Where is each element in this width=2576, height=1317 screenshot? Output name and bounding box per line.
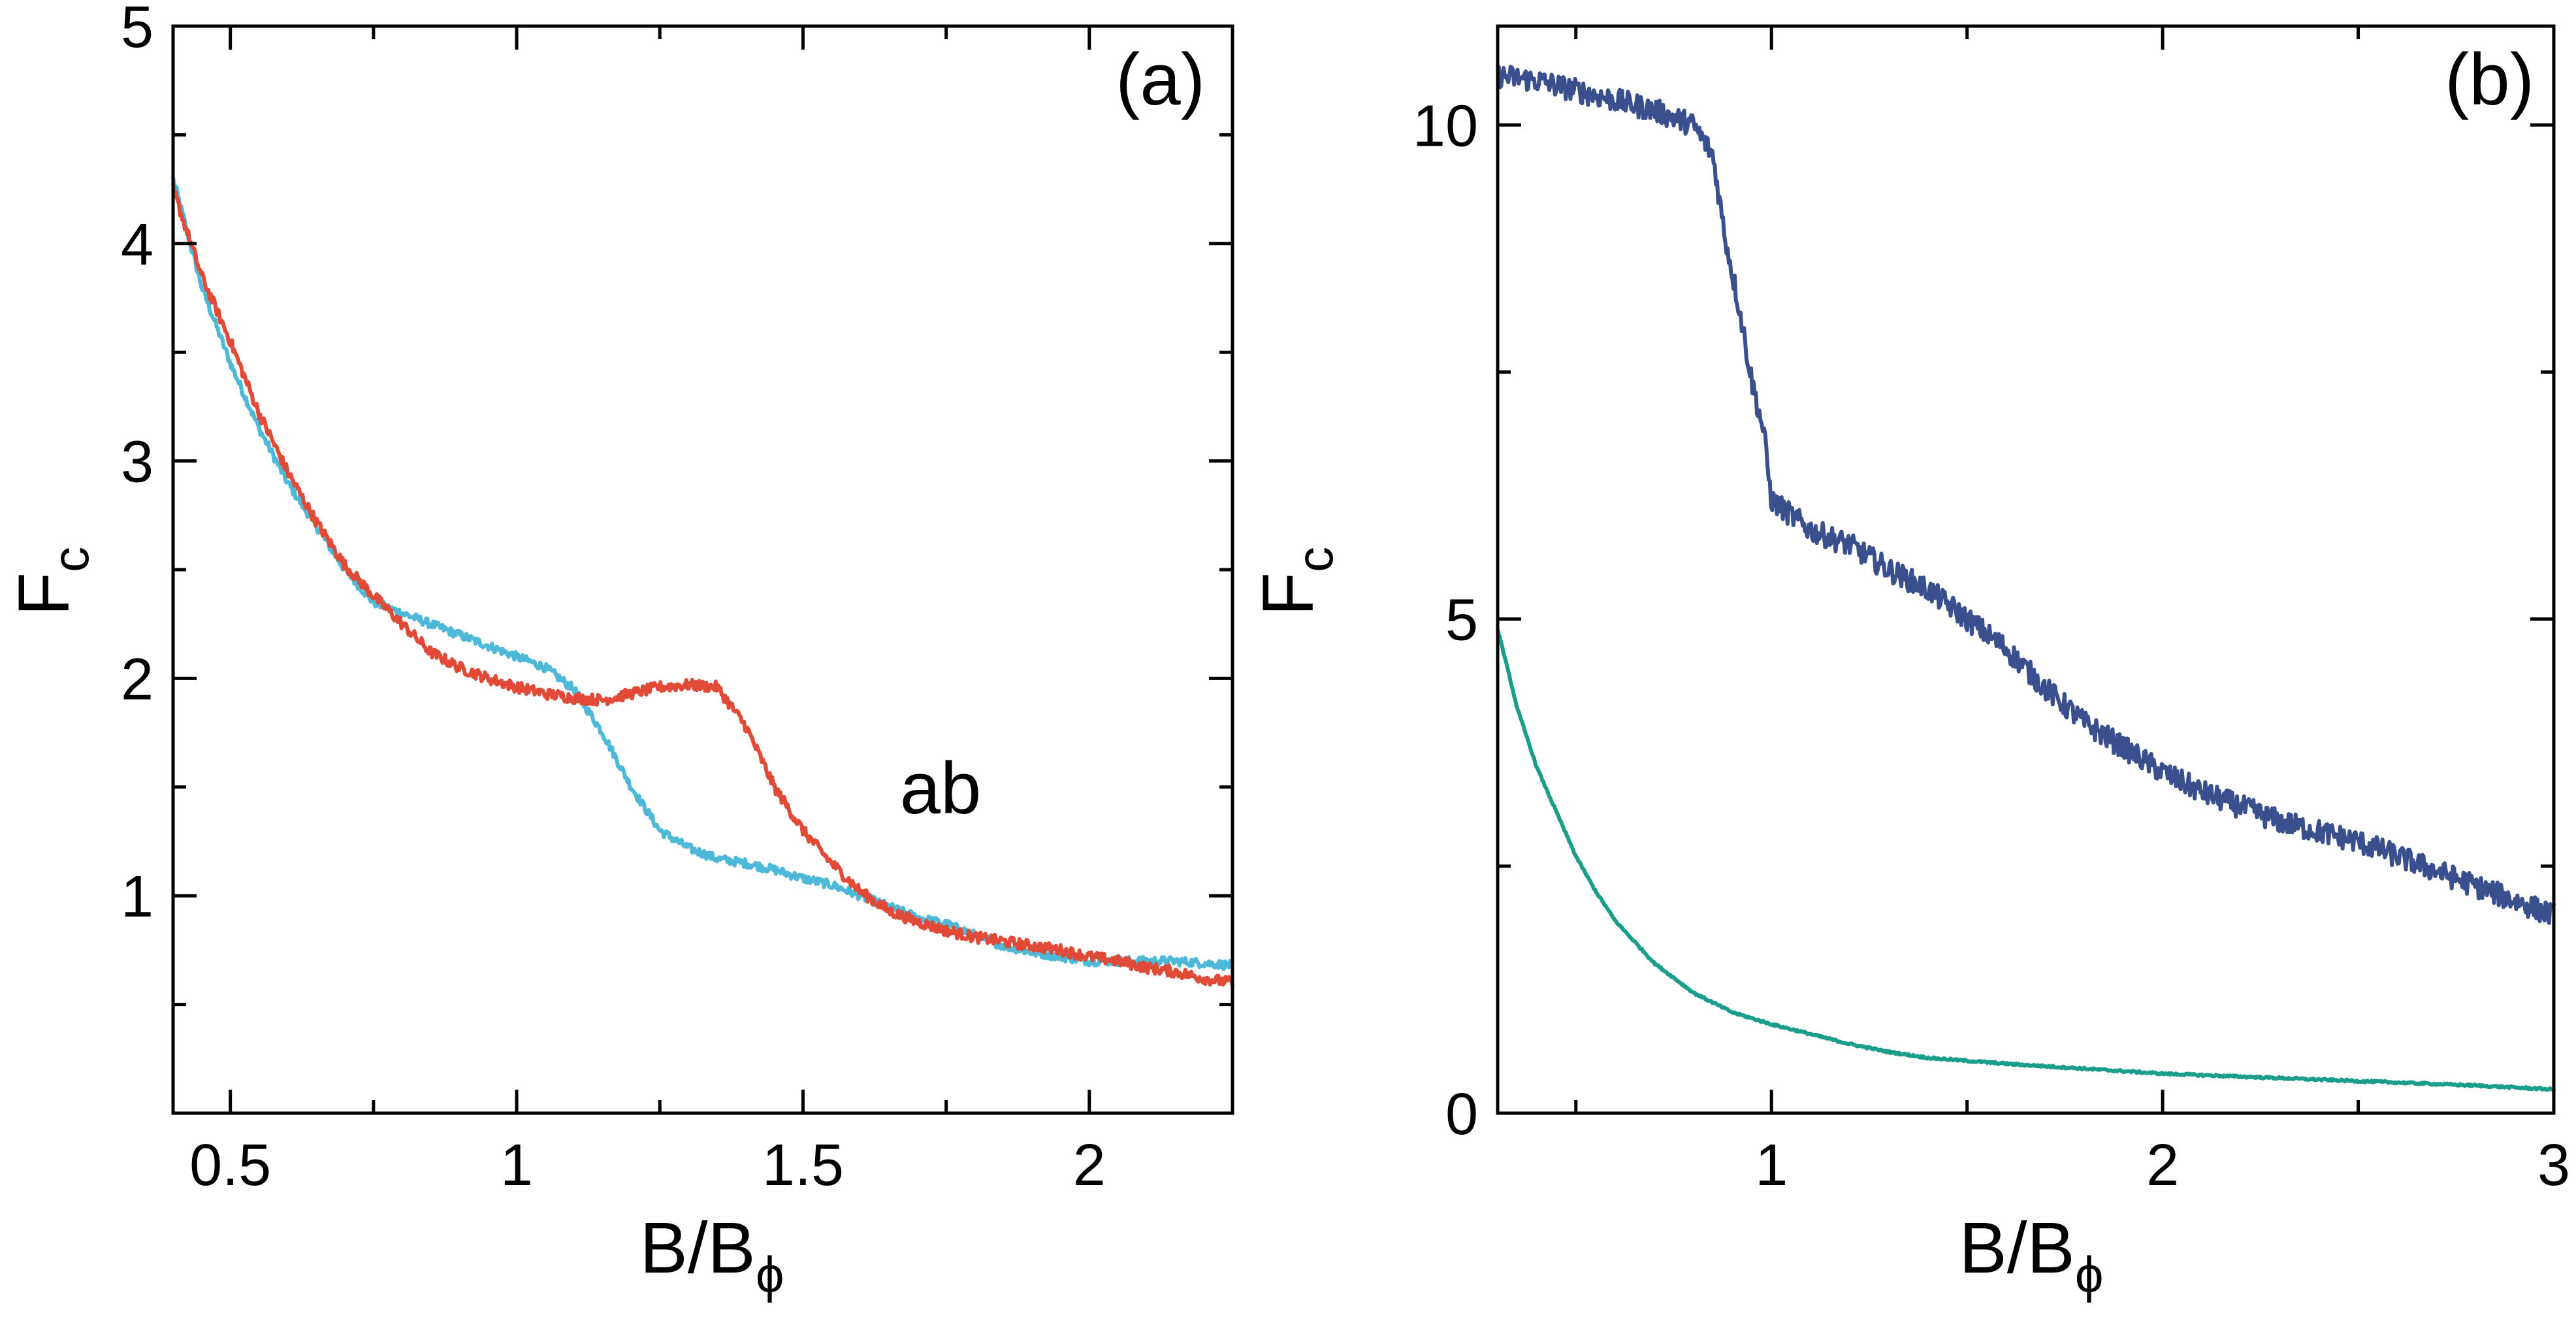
panel-a-series-cyan-line bbox=[171, 174, 1234, 971]
panel-b-series bbox=[1496, 63, 2556, 1092]
panel-a-tick-labels: 0.5 1 1.5 2 1 2 3 4 5 bbox=[121, 0, 1106, 1198]
panel-b-x-axis-label: B/Bϕ bbox=[1959, 1208, 2104, 1303]
panel-a-x-tick-label: 0.5 bbox=[189, 1133, 271, 1198]
panel-a-x-tick-label: 2 bbox=[1073, 1133, 1106, 1198]
panel-b-ticks bbox=[1498, 26, 2556, 1115]
panel-b-x-axis-label-sub: ϕ bbox=[2075, 1246, 2104, 1303]
panel-b-series-teal-line bbox=[1496, 628, 2556, 1092]
panel-b-tick-labels: 1 2 3 0 5 10 bbox=[1413, 93, 2570, 1198]
panel-a-y-tick-label: 1 bbox=[121, 864, 153, 930]
panel-a-y-tick-label: 3 bbox=[121, 430, 153, 495]
panel-b-y-tick-label: 5 bbox=[1445, 588, 1478, 653]
panel-b-label: (b) bbox=[2445, 39, 2534, 120]
panel-a-x-axis-label-sub: ϕ bbox=[756, 1246, 784, 1303]
panel-b-y-tick-label: 0 bbox=[1445, 1082, 1478, 1147]
panel-a: 0.5 1 1.5 2 1 2 3 4 5 (a) ab B/Bϕ Fc bbox=[4, 0, 1234, 1303]
panel-a-y-tick-label: 5 bbox=[121, 0, 153, 60]
panel-b-frame bbox=[1496, 24, 2556, 1115]
panel-a-ticks bbox=[173, 24, 1234, 1115]
panel-a-label: (a) bbox=[1116, 39, 1205, 120]
panel-b-y-axis-label: Fc bbox=[1248, 547, 1344, 616]
panel-b-y-axis-label-main: F bbox=[1248, 572, 1328, 616]
panel-a-y-axis-label-sub: c bbox=[42, 547, 99, 572]
panel-a-x-axis-label-main: B/B bbox=[640, 1208, 756, 1288]
panel-b-x-tick-label: 2 bbox=[2146, 1133, 2179, 1198]
panel-a-y-axis-label-main: F bbox=[4, 572, 84, 616]
panel-b-x-tick-label: 1 bbox=[1755, 1133, 1788, 1198]
panel-b-y-tick-label: 10 bbox=[1413, 93, 1478, 159]
panel-a-x-tick-label: 1 bbox=[500, 1133, 533, 1198]
panel-a-y-tick-label: 2 bbox=[121, 647, 153, 712]
panel-a-series-red-line bbox=[171, 182, 1234, 988]
panel-a-y-axis-label: Fc bbox=[4, 547, 99, 616]
panel-a-annotation: ab bbox=[900, 747, 982, 829]
panel-b-series-navy-line bbox=[1496, 63, 2556, 925]
panel-b-y-axis-label-sub: c bbox=[1286, 547, 1344, 572]
panel-a-series bbox=[171, 174, 1234, 988]
panel-a-x-tick-label: 1.5 bbox=[762, 1133, 844, 1198]
panel-b-x-axis-label-main: B/B bbox=[1959, 1208, 2075, 1288]
panel-b: 1 2 3 0 5 10 (b) B/Bϕ Fc bbox=[1248, 24, 2570, 1303]
panel-a-x-axis-label: B/Bϕ bbox=[640, 1208, 784, 1303]
panel-a-y-tick-label: 4 bbox=[121, 212, 153, 278]
panel-b-x-tick-label: 3 bbox=[2537, 1133, 2570, 1198]
